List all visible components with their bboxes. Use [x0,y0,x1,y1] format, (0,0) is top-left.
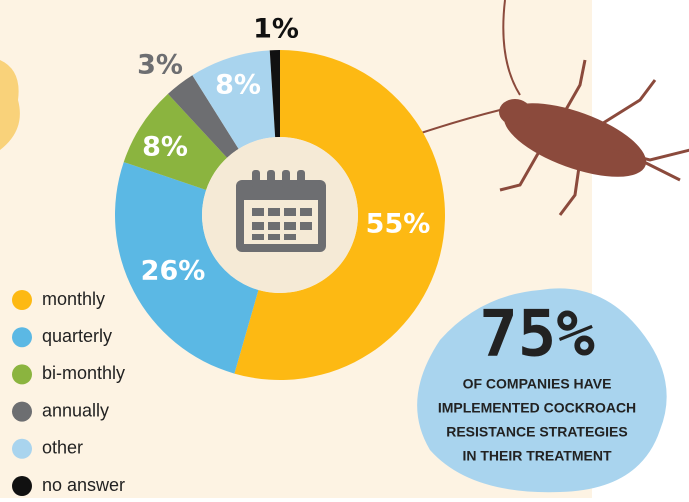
decor-blob [0,60,20,150]
slice-label: 8% [142,132,188,163]
legend-label: no answer [42,475,125,495]
legend-label: bi-monthly [42,363,125,383]
calendar-icon [236,170,326,252]
donut-slice [123,93,228,190]
callout-line: RESISTANCE STRATEGIES [446,424,628,440]
cockroach [414,0,689,216]
slice-label: 1% [253,14,299,45]
slice-label: 3% [137,50,183,81]
donut-slice [269,50,280,138]
legend-swatch [12,290,32,310]
callout-line: IN THEIR TREATMENT [462,448,612,464]
legend-label: quarterly [42,326,112,346]
legend-swatch [12,476,32,496]
donut-slice [234,50,446,380]
donut-slice [114,162,259,374]
callout-badge [417,288,667,493]
callout-line: OF COMPANIES HAVE [463,376,612,392]
slice-label: 55% [366,209,431,240]
slice-label: 8% [215,70,261,101]
legend-label: other [42,438,83,458]
legend-swatch [12,438,32,459]
donut-slice [167,75,239,158]
callout-line: IMPLEMENTED COCKROACH [438,400,636,416]
legend-label: annually [42,400,109,420]
legend-swatch [12,364,32,385]
donut-slice [192,50,276,149]
slice-label: 26% [141,256,206,287]
legend-label: monthly [42,289,105,309]
legend-swatch [12,401,32,422]
legend-swatch [12,327,32,348]
callout-stat: 75% [479,298,595,372]
